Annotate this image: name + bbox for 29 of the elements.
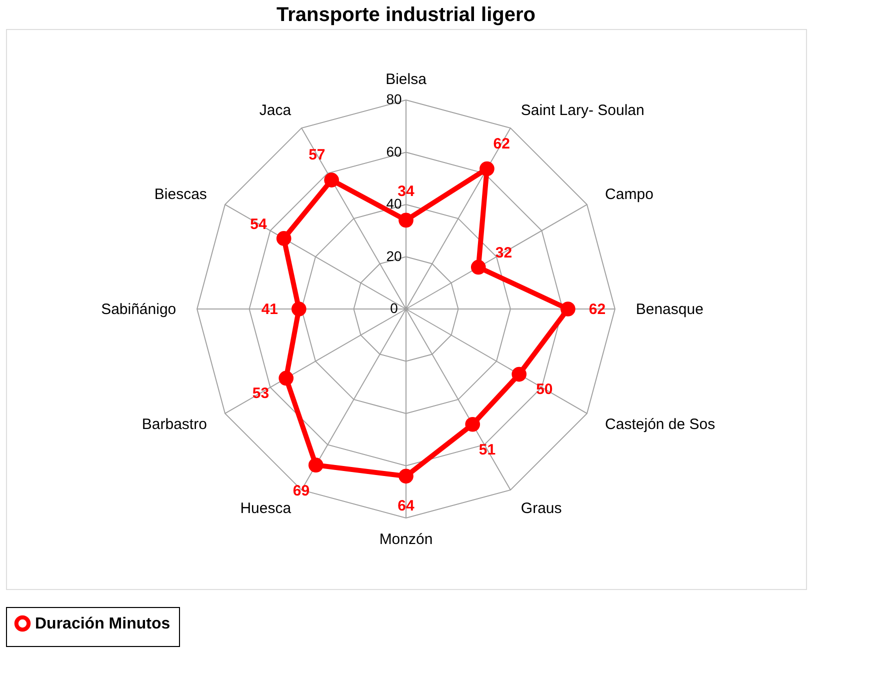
spoke-label: Benasque	[636, 301, 704, 318]
spoke-label: Monzón	[379, 530, 433, 548]
legend-label: Duración Minutos	[35, 616, 170, 632]
data-label: 50	[536, 380, 553, 398]
spoke-label: Sabiñánigo	[101, 301, 176, 318]
spoke-label: Bielsa	[386, 71, 428, 88]
spoke-label: Campo	[605, 186, 654, 204]
data-label: 41	[261, 301, 278, 318]
data-label: 62	[493, 135, 510, 152]
spoke-label: Saint Lary- Soulan	[520, 102, 644, 119]
data-label: 54	[250, 216, 268, 233]
y-tick-label: 80	[386, 91, 402, 108]
spoke-label: Jaca	[259, 102, 292, 119]
spoke-label: Graus	[520, 500, 562, 518]
y-tick-label: 60	[386, 143, 402, 160]
data-label: 51	[478, 442, 496, 459]
data-label: 64	[398, 497, 415, 514]
y-tick-label: 20	[386, 248, 402, 264]
y-tick-label: 0	[390, 300, 398, 316]
data-label: 32	[495, 244, 512, 262]
spoke-label: Biescas	[154, 186, 207, 204]
spoke-label: Huesca	[240, 500, 292, 518]
spoke-label: Barbastro	[142, 416, 207, 433]
data-label: 53	[252, 384, 270, 402]
chart-title: Transporte industrial ligero	[276, 4, 536, 26]
data-label: 62	[588, 301, 606, 318]
data-label: 69	[292, 482, 310, 500]
spoke-label: Castejón de Sos	[605, 416, 716, 433]
data-label: 57	[308, 146, 326, 164]
